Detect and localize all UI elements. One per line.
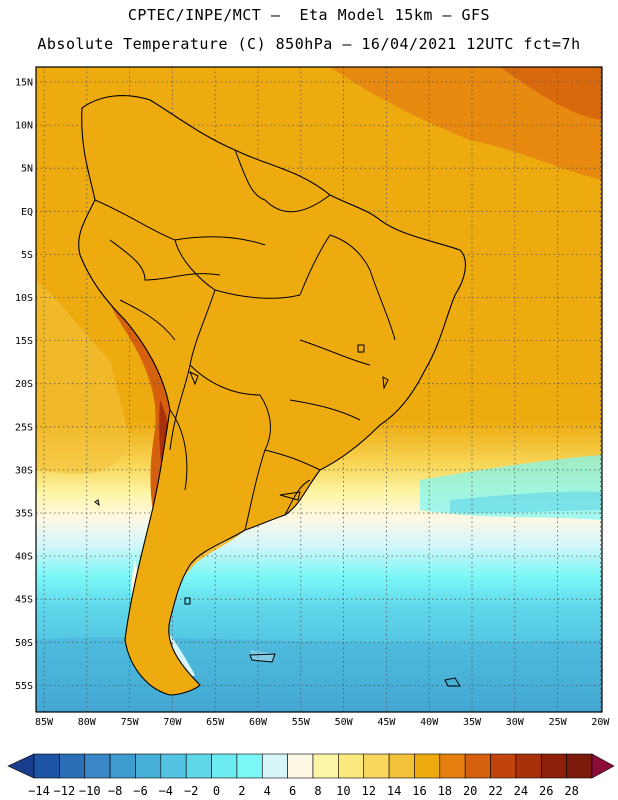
colorbar-label: −4 [159, 784, 173, 798]
lat-label: 20S [15, 379, 33, 390]
colorbar-arrow-low [7, 753, 35, 779]
latitude-labels: 15N 10N 5N EQ 5S 10S 15S 20S 25S 30S 35S 40S 45S 50S 5… [15, 78, 33, 692]
lat-label: 10S [15, 293, 33, 304]
colorbar-label: −12 [54, 784, 76, 798]
colorbar-label: −10 [79, 784, 101, 798]
lon-label: 60W [249, 717, 268, 728]
lon-label: 45W [377, 717, 396, 728]
lat-label: 5S [21, 250, 33, 261]
map-title: CPTEC/INPE/MCT – Eta Model 15km – GFS [127, 6, 491, 24]
lon-label: 65W [206, 717, 225, 728]
lat-label: 15N [15, 78, 33, 89]
colorbar-label: 16 [412, 784, 426, 798]
lat-label: 25S [15, 422, 33, 433]
colorbar-swatch [540, 753, 567, 779]
colorbar-swatch [388, 753, 415, 779]
lon-label: 55W [292, 717, 311, 728]
colorbar-swatch [211, 753, 238, 779]
map-frame [35, 66, 603, 713]
colorbar-swatch [261, 753, 288, 779]
colorbar-label: −14 [28, 784, 50, 798]
colorbar-label: 28 [564, 784, 578, 798]
colorbar-swatch [59, 753, 86, 779]
lat-label: 50S [15, 638, 33, 649]
colorbar-swatch [312, 753, 339, 779]
colorbar-swatch [490, 753, 517, 779]
lon-label: 75W [121, 717, 140, 728]
lat-label: 15S [15, 336, 33, 347]
colorbar-label: 20 [463, 784, 477, 798]
lon-label: 25W [549, 717, 568, 728]
lon-label: 70W [163, 717, 182, 728]
coastline [78, 95, 467, 696]
colorbar-label: 24 [514, 784, 528, 798]
colorbar-swatch [160, 753, 187, 779]
colorbar-swatch [338, 753, 365, 779]
lat-label: 55S [15, 681, 33, 692]
colorbar [7, 753, 615, 779]
lat-label: 30S [15, 465, 33, 476]
colorbar-label: 8 [314, 784, 321, 798]
colorbar-label: −6 [133, 784, 147, 798]
colorbar-arrow-high [591, 753, 615, 779]
colorbar-label: 6 [289, 784, 296, 798]
colorbar-label: −8 [108, 784, 122, 798]
lon-label: 85W [35, 717, 54, 728]
lat-label: EQ [21, 207, 33, 218]
lon-label: 80W [78, 717, 97, 728]
colorbar-label: 12 [362, 784, 376, 798]
colorbar-label: 18 [438, 784, 452, 798]
lat-label: 5N [21, 164, 33, 175]
lat-label: 40S [15, 552, 33, 563]
colorbar-labels: −14 −12 −10 −8 −6 −4 −2 0 2 4 6 8 10 12 14 16 18 20 22 24 26… [28, 784, 579, 798]
colorbar-swatch [566, 753, 593, 779]
colorbar-swatch [287, 753, 314, 779]
lat-label: 45S [15, 595, 33, 606]
colorbar-label: 4 [264, 784, 271, 798]
colorbar-swatch [236, 753, 263, 779]
map-subtitle: Absolute Temperature (C) 850hPa – 16/04/… [37, 35, 581, 53]
colorbar-label: 10 [336, 784, 350, 798]
lon-label: 40W [420, 717, 439, 728]
colorbar-swatch [135, 753, 162, 779]
colorbar-label: 2 [238, 784, 245, 798]
colorbar-label: 0 [213, 784, 220, 798]
lon-label: 50W [335, 717, 354, 728]
colorbar-label: −2 [184, 784, 198, 798]
lon-label: 20W [591, 717, 610, 728]
colorbar-swatch [414, 753, 441, 779]
colorbar-swatch [363, 753, 390, 779]
lon-label: 30W [506, 717, 525, 728]
lat-label: 35S [15, 509, 33, 520]
colorbar-label: 14 [387, 784, 401, 798]
colorbar-label: 22 [488, 784, 502, 798]
colorbar-swatch [185, 753, 212, 779]
longitude-labels: 85W 80W 75W 70W 65W 60W 55W 50W 45W 40W 35W 30W 25W 2… [35, 717, 610, 728]
colorbar-swatch [84, 753, 111, 779]
lat-label: 10N [15, 121, 33, 132]
colorbar-swatch [109, 753, 136, 779]
colorbar-swatch [515, 753, 542, 779]
colorbar-label: 26 [539, 784, 553, 798]
colorbar-swatch [33, 753, 60, 779]
colorbar-swatch [439, 753, 466, 779]
colorbar-swatch [464, 753, 491, 779]
lon-label: 35W [463, 717, 482, 728]
